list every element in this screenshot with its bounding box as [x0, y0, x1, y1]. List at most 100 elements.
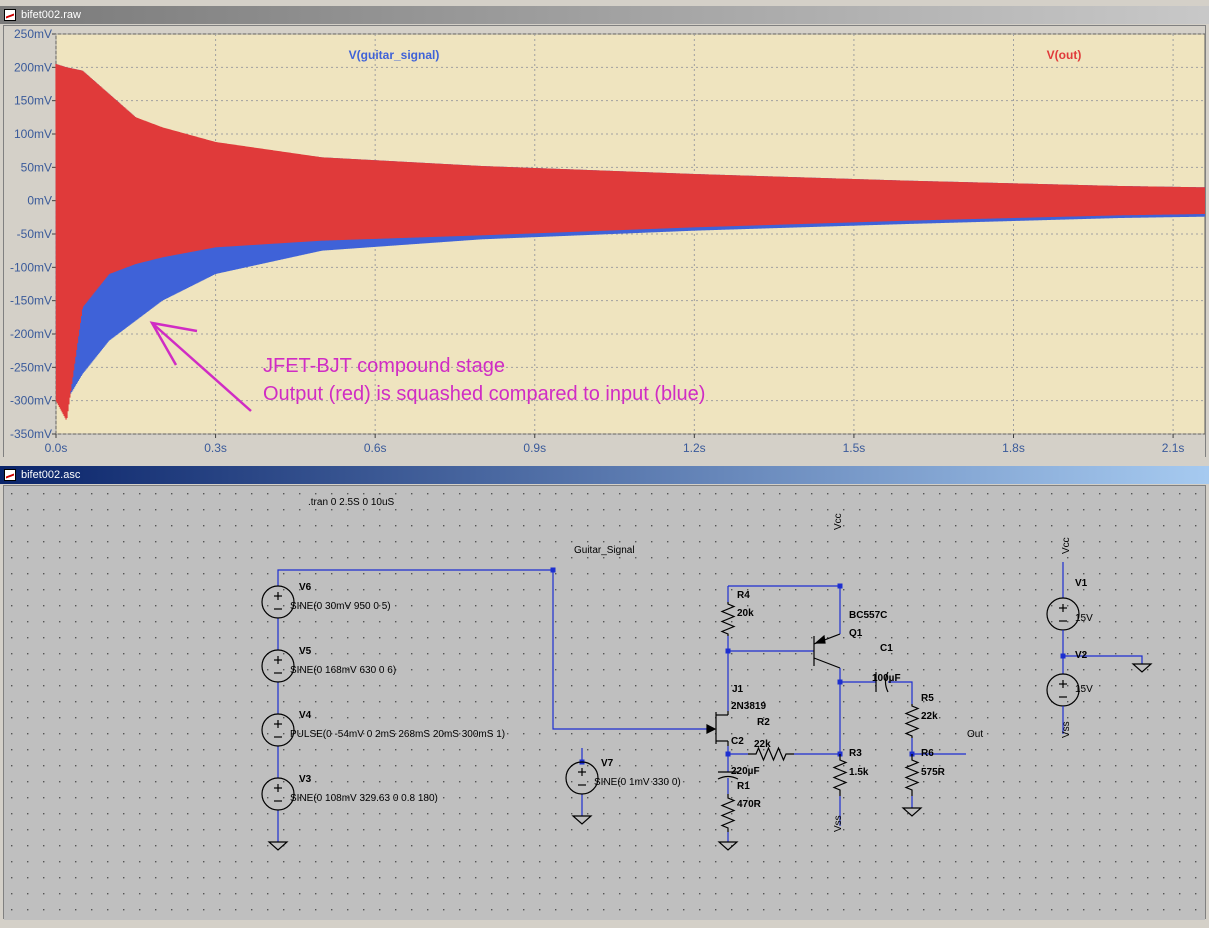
- ground-icon: [717, 841, 739, 851]
- x-tick-label: 2.1s: [1162, 441, 1185, 455]
- v6-value[interactable]: SINE(0 30mV 950 0 5): [290, 601, 391, 612]
- y-tick-label: 250mV: [14, 27, 52, 41]
- r1-ref[interactable]: R1: [737, 781, 750, 792]
- v2-value[interactable]: 15V: [1075, 684, 1093, 695]
- schematic-window[interactable]: bifet002.asc .tran 0 2.5S 0 10uS Guitar_…: [0, 466, 1209, 922]
- v7-value[interactable]: SINE(0 1mV 330 0): [594, 777, 681, 788]
- net-label-vcc[interactable]: Vcc: [833, 513, 844, 530]
- annotation-line-2: Output (red) is squashed compared to inp…: [263, 383, 705, 405]
- wire-supply-gnd: [1063, 655, 1143, 664]
- y-tick-label: -150mV: [10, 294, 52, 308]
- x-tick-label: 0.0s: [45, 441, 68, 455]
- v7-source: [565, 761, 599, 795]
- trace-label-guitar-signal: V(guitar_signal): [349, 48, 440, 62]
- r6-value[interactable]: 575R: [921, 767, 945, 778]
- schematic-drawing[interactable]: [4, 486, 1205, 920]
- trace-out: [55, 63, 1205, 420]
- x-tick-label: 0.9s: [523, 441, 546, 455]
- y-tick-label: 200mV: [14, 60, 52, 74]
- schematic-grid-dots: [4, 486, 1205, 920]
- v3-source: [261, 777, 295, 811]
- schematic-titlebar[interactable]: bifet002.asc: [0, 466, 1209, 484]
- r2-ref[interactable]: R2: [757, 717, 770, 728]
- wire-c1-right: [888, 681, 913, 704]
- wire-guitar-signal: [277, 569, 553, 586]
- x-tick-label: 1.8s: [1002, 441, 1025, 455]
- r3-ref[interactable]: R3: [849, 748, 862, 759]
- waveform-window[interactable]: bifet002.raw 250mV 200mV 150mV 100mV 50mV 0mV…: [0, 6, 1209, 460]
- c2-plate-bottom: [717, 775, 739, 780]
- r3-value[interactable]: 1.5k: [849, 767, 869, 778]
- y-tick-label: -200mV: [10, 327, 52, 341]
- c1-ref[interactable]: C1: [880, 643, 893, 654]
- trace-label-out: V(out): [1047, 48, 1082, 62]
- r5-resistor: [904, 704, 920, 738]
- y-tick-label: -300mV: [10, 394, 52, 408]
- y-tick-label: 150mV: [14, 94, 52, 108]
- v7-ref[interactable]: V7: [601, 758, 614, 769]
- net-label-out[interactable]: Out: [967, 729, 984, 740]
- net-label-vss-supply[interactable]: Vss: [1061, 721, 1072, 738]
- net-label-vcc-supply[interactable]: Vcc: [1061, 537, 1072, 554]
- v3-value[interactable]: SINE(0 108mV 329.63 0 0.8 180): [290, 793, 438, 804]
- x-tick-label: 1.5s: [843, 441, 866, 455]
- waveform-title: bifet002.raw: [21, 9, 81, 21]
- r4-value[interactable]: 20k: [737, 608, 754, 619]
- y-tick-label: -350mV: [10, 427, 52, 441]
- v1-value[interactable]: 15V: [1075, 613, 1093, 624]
- r5-value[interactable]: 22k: [921, 711, 938, 722]
- r6-resistor: [904, 754, 920, 796]
- ground-icon: [571, 815, 593, 825]
- net-label-guitar-signal[interactable]: Guitar_Signal: [574, 545, 635, 556]
- v4-value[interactable]: PULSE(0 -54mV 0 2mS 268mS 20mS 300mS 1): [290, 729, 506, 740]
- q1-ref[interactable]: Q1: [849, 628, 863, 639]
- v4-source: [261, 713, 295, 747]
- annotation-arrow-head: [149, 321, 198, 366]
- r4-ref[interactable]: R4: [737, 590, 750, 601]
- schematic-title: bifet002.asc: [21, 469, 81, 481]
- tran-directive[interactable]: .tran 0 2.5S 0 10uS: [308, 497, 395, 508]
- v5-ref[interactable]: V5: [299, 646, 312, 657]
- y-tick-label: 100mV: [14, 127, 52, 141]
- r3-resistor: [832, 754, 848, 796]
- x-tick-label: 1.2s: [683, 441, 706, 455]
- ground-icon: [267, 841, 289, 851]
- r5-ref[interactable]: R5: [921, 693, 934, 704]
- c2-ref[interactable]: C2: [731, 736, 744, 747]
- r1-resistor: [720, 794, 736, 832]
- c2-value[interactable]: 220µF: [731, 766, 760, 777]
- schematic-canvas[interactable]: .tran 0 2.5S 0 10uS Guitar_Signal Vcc Vc…: [3, 485, 1206, 920]
- net-label-vss[interactable]: Vss: [833, 815, 844, 832]
- c1-value[interactable]: 100µF: [872, 673, 901, 684]
- y-tick-label: -250mV: [10, 360, 52, 374]
- v2-ref[interactable]: V2: [1075, 650, 1088, 661]
- v6-source: [261, 585, 295, 619]
- waveform-titlebar[interactable]: bifet002.raw: [0, 6, 1209, 24]
- r2-resistor: [748, 746, 794, 762]
- j1-gate-arrow: [706, 724, 717, 734]
- c1-plate-right: [884, 671, 889, 693]
- j1-ref[interactable]: J1: [732, 684, 744, 695]
- v6-ref[interactable]: V6: [299, 582, 312, 593]
- waveform-icon: [4, 9, 16, 21]
- v4-ref[interactable]: V4: [299, 710, 312, 721]
- wire-to-gate: [552, 570, 709, 730]
- q1-collector-leg: [813, 657, 841, 669]
- waveform-plot-area[interactable]: 250mV 200mV 150mV 100mV 50mV 0mV -50mV -100mV -1…: [3, 25, 1206, 459]
- annotation-line-1: JFET-BJT compound stage: [263, 355, 505, 377]
- q1-value[interactable]: BC557C: [849, 610, 888, 621]
- annotation-arrow-shaft: [151, 322, 252, 412]
- v3-ref[interactable]: V3: [299, 774, 312, 785]
- v5-value[interactable]: SINE(0 168mV 630 0 6): [290, 665, 397, 676]
- x-tick-label: 0.3s: [204, 441, 227, 455]
- waveform-chart[interactable]: 250mV 200mV 150mV 100mV 50mV 0mV -50mV -100mV -1…: [4, 26, 1205, 459]
- y-tick-label: 50mV: [21, 160, 52, 174]
- q1-emitter-arrow: [814, 634, 826, 644]
- v1-ref[interactable]: V1: [1075, 578, 1088, 589]
- schematic-icon: [4, 469, 16, 481]
- junction-dot: [550, 567, 556, 573]
- r2-value[interactable]: 22k: [754, 739, 771, 750]
- j1-value[interactable]: 2N3819: [731, 701, 767, 712]
- r1-value[interactable]: 470R: [737, 799, 761, 810]
- r6-ref[interactable]: R6: [921, 748, 934, 759]
